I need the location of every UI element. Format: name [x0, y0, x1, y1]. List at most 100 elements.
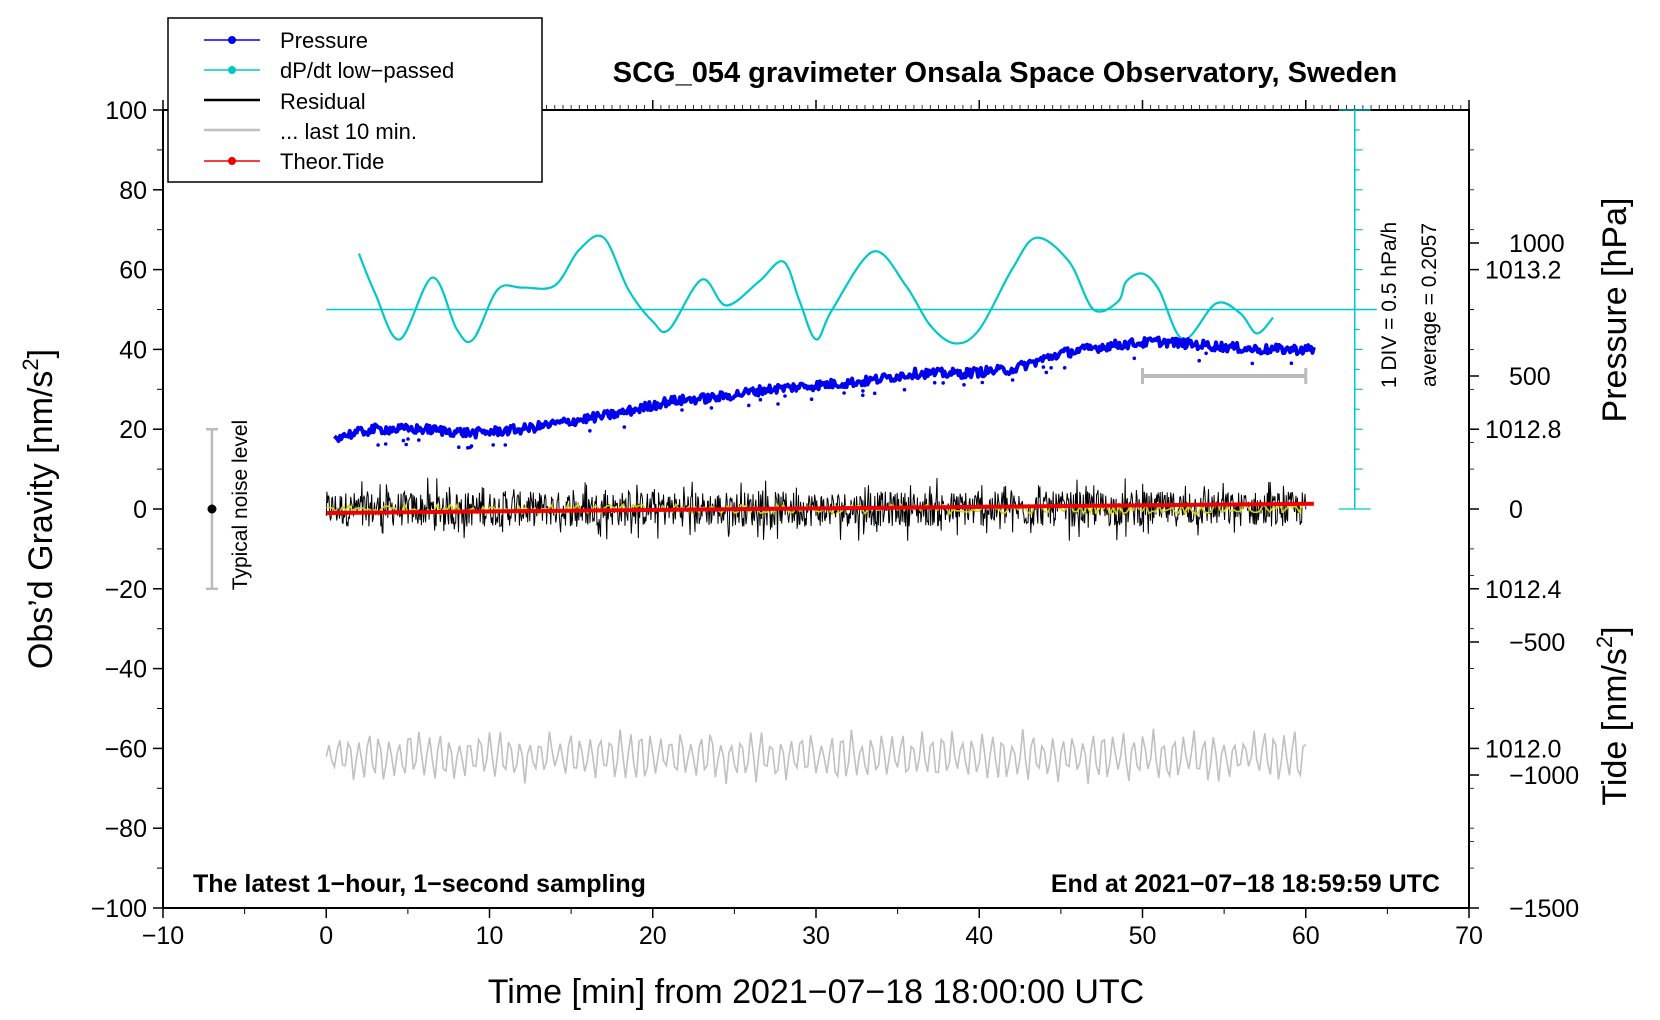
legend-entry-dpdt: dP/dt low−passed	[204, 58, 454, 83]
legend-label-dpdt: dP/dt low−passed	[280, 58, 454, 83]
legend-marker-dpdt	[228, 66, 236, 74]
series-pressure-outlier-point	[1289, 361, 1294, 366]
series-pressure-outlier-point	[902, 387, 907, 392]
series-last10-line	[325, 728, 1307, 785]
legend-entry-residual: Residual	[204, 89, 366, 114]
x-tick-label: 30	[802, 922, 830, 950]
series-pressure-outlier-point	[417, 438, 421, 442]
end-time-note: End at 2021−07−18 18:59:59 UTC	[1051, 870, 1440, 898]
series-pressure-outlier-point	[980, 380, 985, 385]
y-tick-label-pressure: 1012.0	[1485, 735, 1561, 763]
series-residual-line	[325, 477, 1307, 541]
series-residual-smoothed-line	[326, 502, 1307, 516]
series-pressure-outlier-point	[1062, 366, 1067, 370]
y-tick-label-left: −60	[105, 735, 147, 763]
y-tick-label-tide: −1500	[1509, 895, 1579, 923]
x-tick-label: 40	[965, 922, 993, 950]
legend-entry-last10: ... last 10 min.	[204, 119, 417, 144]
y-tick-label-left: 80	[119, 177, 147, 205]
series-pressure-outlier-point	[872, 391, 877, 396]
series-pressure-outlier-point	[503, 443, 508, 447]
y-tick-label-left: −100	[91, 895, 147, 923]
y-tick-label-left: 60	[119, 257, 147, 285]
series-pressure-outlier-point	[962, 383, 966, 387]
legend-label-pressure: Pressure	[280, 28, 368, 53]
dpdt-average-label: average = 0.2057	[1418, 223, 1441, 387]
series-pressure-outlier-point	[404, 442, 409, 447]
y-tick-label-left: −20	[105, 576, 147, 604]
series-pressure-outlier-point	[622, 425, 627, 429]
noise-bar-center-dot	[207, 504, 217, 514]
legend-label-tide: Theor.Tide	[280, 149, 384, 174]
y-tick-label-left: 0	[133, 496, 147, 524]
x-tick-label: 60	[1292, 922, 1320, 950]
y-tick-label-pressure: 1012.8	[1485, 416, 1561, 444]
y-tick-label-tide: −1000	[1509, 762, 1579, 790]
series-pressure-outlier-point	[1041, 365, 1046, 369]
legend: Pressure dP/dt low−passed Residual ... l…	[167, 17, 543, 183]
series-pressure-outlier-point	[941, 381, 945, 385]
series-pressure-outlier-point	[783, 394, 787, 398]
series-pressure-outlier-point	[1132, 356, 1137, 361]
x-tick-label: −10	[142, 922, 184, 950]
x-axis-label: Time [min] from 2021−07−18 18:00:00 UTC	[488, 973, 1144, 1011]
y-tick-label-tide: 500	[1509, 363, 1551, 391]
y-tick-label-left: −40	[105, 656, 147, 684]
legend-label-residual: Residual	[280, 89, 366, 114]
series-tide-line	[326, 501, 1314, 515]
series-pressure-outlier-point	[680, 408, 684, 412]
series-pressure-outlier-point	[861, 393, 865, 398]
y-tick-label-tide: −500	[1509, 629, 1565, 657]
series-pressure-outlier-point	[383, 442, 388, 446]
series-pressure-outlier-point	[1204, 351, 1208, 356]
y-axis-label-left: Obs’d Gravity [nm/s2]	[18, 349, 60, 669]
y-tick-label-left: 40	[119, 336, 147, 364]
series-pressure-outlier-point	[1250, 361, 1255, 366]
legend-label-last10: ... last 10 min.	[280, 119, 417, 144]
series-pressure-outlier-point	[932, 380, 937, 385]
dpdt-scale-label: 1 DIV = 0.5 hPa/h	[1378, 222, 1401, 388]
series-pressure-line	[333, 335, 1316, 444]
series-pressure-outlier-point	[466, 446, 470, 450]
sampling-note: The latest 1−hour, 1−second sampling	[193, 870, 646, 898]
series-pressure-outlier-point	[758, 397, 763, 402]
series-pressure-outlier-point	[401, 438, 406, 443]
y-tick-label-pressure: 1013.2	[1485, 257, 1561, 285]
series-pressure-outlier-point	[588, 429, 592, 433]
series-pressure-outlier-point	[809, 397, 814, 402]
series-pressure-outlier-point	[457, 445, 461, 450]
series-pressure-outlier-point	[1049, 366, 1053, 370]
x-tick-label: 10	[476, 922, 504, 950]
y-tick-label-tide: 1000	[1509, 230, 1565, 258]
series-pressure-outlier-point	[1010, 378, 1015, 382]
series-pressure-outlier-point	[842, 391, 846, 395]
x-tick-label: 0	[319, 922, 333, 950]
legend-entry-tide: Theor.Tide	[204, 149, 384, 174]
x-tick-label: 70	[1455, 922, 1483, 950]
y-axis-label-pressure: Pressure [hPa]	[1596, 198, 1634, 423]
y-tick-label-left: 20	[119, 416, 147, 444]
series-dpdt-line	[357, 234, 1274, 345]
legend-marker-tide	[228, 157, 236, 165]
series-pressure-outlier-point	[1044, 370, 1049, 375]
series-pressure-outlier-point	[861, 389, 865, 393]
series-pressure-outlier-point	[491, 443, 496, 447]
chart-title: SCG_054 gravimeter Onsala Space Observat…	[613, 57, 1397, 89]
legend-entry-pressure: Pressure	[204, 28, 368, 53]
y-tick-label-tide: 0	[1509, 496, 1523, 524]
series-pressure-outlier-point	[1197, 358, 1201, 363]
series-pressure-outlier-point	[406, 437, 410, 441]
x-tick-label: 20	[639, 922, 667, 950]
y-tick-label-left: −80	[105, 815, 147, 843]
series-pressure-outlier-point	[709, 406, 714, 410]
y-axis-label-tide: Tide [nm/s2]	[1592, 626, 1634, 805]
y-tick-label-left: 100	[105, 97, 147, 125]
x-tick-label: 50	[1129, 922, 1157, 950]
series-pressure-outlier-point	[776, 402, 780, 406]
legend-marker-pressure	[228, 36, 236, 44]
noise-level-label: Typical noise level	[229, 420, 252, 590]
y-tick-label-pressure: 1012.4	[1485, 576, 1562, 604]
series-pressure-outlier-point	[376, 443, 380, 447]
series-pressure-outlier-point	[747, 403, 751, 408]
